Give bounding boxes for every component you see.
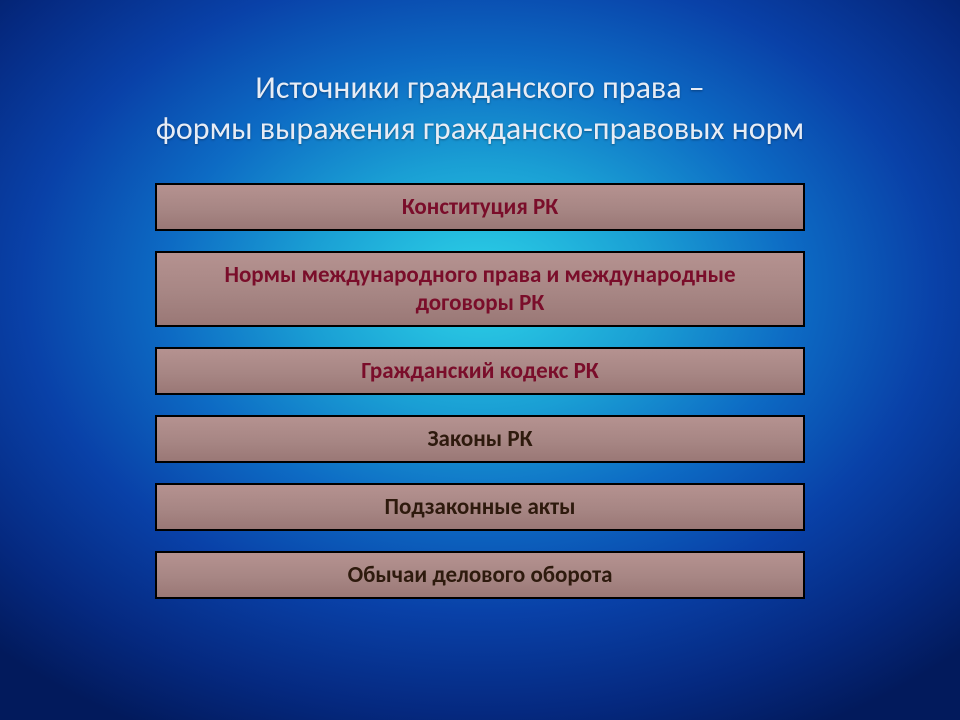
source-label: Конституция РК (402, 193, 558, 221)
source-box-business-customs: Обычаи делового оборота (155, 551, 805, 599)
source-label: Законы РК (427, 425, 532, 453)
source-box-constitution: Конституция РК (155, 183, 805, 231)
source-box-laws: Законы РК (155, 415, 805, 463)
source-box-bylaws: Подзаконные акты (155, 483, 805, 531)
source-label: Гражданский кодекс РК (361, 357, 599, 385)
source-label: Подзаконные акты (384, 493, 575, 521)
source-box-international-law: Нормы международного права и международн… (155, 251, 805, 327)
title-line-2: формы выражения гражданско-правовых норм (156, 109, 804, 148)
source-box-civil-code: Гражданский кодекс РК (155, 347, 805, 395)
source-label: Обычаи делового оборота (348, 561, 613, 589)
slide-title: Источники гражданского права – формы выр… (0, 68, 960, 150)
source-label: Нормы международного права и международн… (175, 261, 785, 317)
title-line-1: Источники гражданского права – (255, 68, 704, 107)
sources-stack: Конституция РК Нормы международного прав… (155, 183, 805, 599)
